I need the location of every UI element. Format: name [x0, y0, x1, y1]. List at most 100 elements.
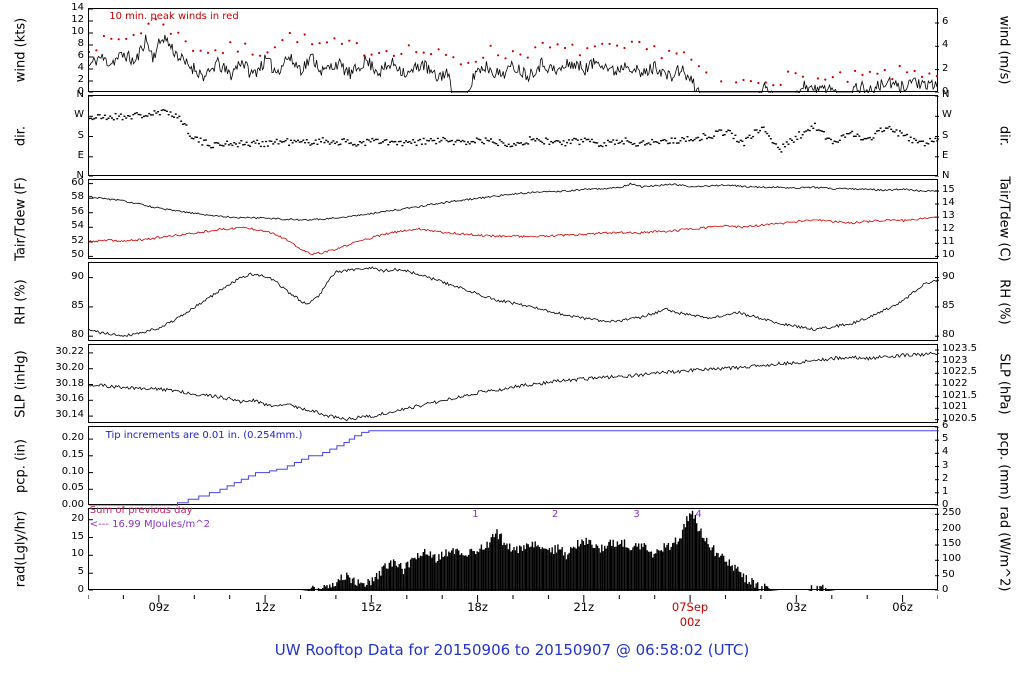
tick-label-right-wind: 0	[942, 86, 949, 97]
series-dewpoint-temperature	[89, 216, 939, 256]
panel-wind	[88, 8, 939, 93]
tick-label-right-pcp: 0	[942, 499, 949, 510]
tick-label-right-tair: 11	[942, 236, 955, 248]
panel-rad	[88, 508, 939, 591]
tick-label-left-pcp: 0.05	[61, 482, 84, 494]
tick-label-right-rad: 250	[942, 507, 962, 519]
axis-title-right-pcp: pcp. (mm)	[996, 431, 1012, 500]
tick-label-right-dir: N	[942, 170, 950, 181]
tick-label-right-pcp: 6	[942, 420, 949, 431]
tick-label-left-rh: 90	[71, 270, 84, 282]
tick-label-right-tair: 15	[942, 183, 955, 195]
tick-label-right-dir: E	[942, 149, 949, 161]
tick-label-left-tair: 52	[71, 234, 84, 246]
tick-label-left-slp: 30.14	[55, 409, 84, 421]
tick-label-right-pcp: 4	[942, 446, 949, 458]
plot-canvas-slp	[89, 349, 939, 422]
tick-label-right-pcp: 1	[942, 485, 949, 497]
tick-label-left-wind: 8	[77, 38, 84, 50]
tick-label-right-rad: 100	[942, 553, 962, 565]
tick-label-right-tair: 12	[942, 223, 955, 235]
tick-label-right-rad: 50	[942, 568, 955, 580]
tick-label-left-slp: 30.18	[55, 377, 84, 389]
axis-title-left-rad: rad(Lgly/hr)	[13, 510, 29, 588]
panel-tair	[88, 179, 939, 259]
axis-title-right-tair: Tair/Tdew (C)	[996, 176, 1012, 262]
axis-title-right-rh: RH (%)	[996, 278, 1012, 325]
series-wind-10min-peaks	[89, 18, 939, 87]
axis-title-left-rh: RH (%)	[13, 278, 29, 325]
tick-label-right-slp: 1023.5	[942, 342, 977, 354]
tick-label-right-rad: 200	[942, 522, 962, 534]
series-solar-radiation	[302, 510, 835, 591]
annotation-wind: 10 min. peak winds in red	[109, 11, 239, 23]
tick-label-right-dir: W	[942, 109, 952, 121]
tick-label-left-wind: 2	[77, 73, 84, 85]
axis-title-left-tair: Tair/Tdew (F)	[13, 177, 29, 261]
tick-label-left-tair: 50	[71, 249, 84, 261]
panel-dir	[88, 95, 939, 177]
tick-label-right-slp: 1021	[942, 401, 968, 413]
tick-label-right-wind: 4	[942, 39, 949, 51]
tick-label-left-tair: 60	[71, 176, 84, 188]
tick-label-right-slp: 1022.5	[942, 366, 977, 378]
plot-canvas-dir	[89, 96, 939, 177]
tick-label-left-rad: 15	[71, 530, 84, 542]
tick-label-left-tair: 58	[71, 191, 84, 203]
panel-pcp	[88, 426, 939, 506]
chart-title: UW Rooftop Data for 20150906 to 20150907…	[274, 641, 750, 659]
tick-label-left-dir: N	[76, 170, 84, 181]
axis-title-right-wind: wind (m/s)	[996, 15, 1012, 85]
tick-label-left-slp: 30.16	[55, 393, 84, 405]
tick-label-right-slp: 1021.5	[942, 389, 977, 401]
annotation-pcp: Tip increments are 0.01 in. (0.254mm.)	[105, 430, 303, 442]
tick-label-left-pcp: 0.00	[61, 499, 84, 510]
x-tick-label: 15z	[360, 600, 382, 614]
tick-label-right-wind: 2	[942, 62, 949, 74]
plot-canvas-rh	[89, 266, 939, 337]
series-relative-humidity	[89, 266, 939, 337]
tick-label-left-rh: 85	[71, 299, 84, 311]
series-sea-level-pressure	[89, 351, 939, 422]
x-tick-label: 06z	[892, 600, 913, 614]
panel-slp	[88, 344, 939, 423]
tick-label-left-tair: 56	[71, 205, 84, 217]
tick-label-right-slp: 1022	[942, 377, 968, 389]
tick-label-left-wind: 4	[77, 61, 84, 73]
plot-canvas-pcp	[89, 427, 939, 506]
tick-label-right-dir: S	[942, 129, 949, 141]
tick-label-left-wind: 6	[77, 49, 84, 61]
x-tick-label: 07Sep	[671, 600, 709, 614]
series-wind-direction	[89, 109, 939, 153]
plot-canvas-tair	[89, 182, 939, 257]
tick-label-right-pcp: 5	[942, 433, 949, 445]
axis-title-right-dir: dir.	[996, 125, 1012, 146]
tick-label-left-tair: 54	[71, 220, 84, 232]
series-wind-speed	[89, 34, 939, 93]
tick-label-left-slp: 30.22	[55, 345, 84, 357]
axis-title-left-wind: wind (kts)	[13, 17, 29, 83]
annotation-rad: 1	[472, 508, 479, 520]
tick-label-right-pcp: 3	[942, 459, 949, 471]
x-tick-label: 09z	[148, 600, 170, 614]
tick-label-left-rh: 80	[71, 329, 84, 341]
tick-label-right-rh: 90	[942, 270, 955, 282]
series-cumulative-precip	[89, 430, 939, 506]
axis-title-left-pcp: pcp. (in)	[13, 438, 29, 493]
tick-label-left-pcp: 0.10	[61, 465, 84, 477]
tick-label-left-wind: 12	[71, 14, 84, 25]
tick-label-left-wind: 0	[77, 86, 84, 97]
tick-label-left-slp: 30.20	[55, 361, 84, 373]
tick-label-left-pcp: 0.15	[61, 448, 84, 460]
panel-rh	[88, 262, 939, 341]
x-tick-label: 00z	[679, 615, 701, 629]
axis-title-left-dir: dir.	[13, 125, 29, 146]
annotation-rad: <--- 16.99 MJoules/m^2	[89, 519, 210, 531]
tick-label-right-tair: 10	[942, 249, 955, 261]
tick-label-right-slp: 1020.5	[942, 412, 977, 424]
x-tick-label: 21z	[573, 600, 595, 614]
tick-label-left-dir: W	[74, 109, 84, 121]
tick-label-right-dir: N	[942, 89, 950, 100]
tick-label-left-wind: 10	[71, 26, 84, 38]
x-tick-label: 18z	[467, 600, 488, 614]
